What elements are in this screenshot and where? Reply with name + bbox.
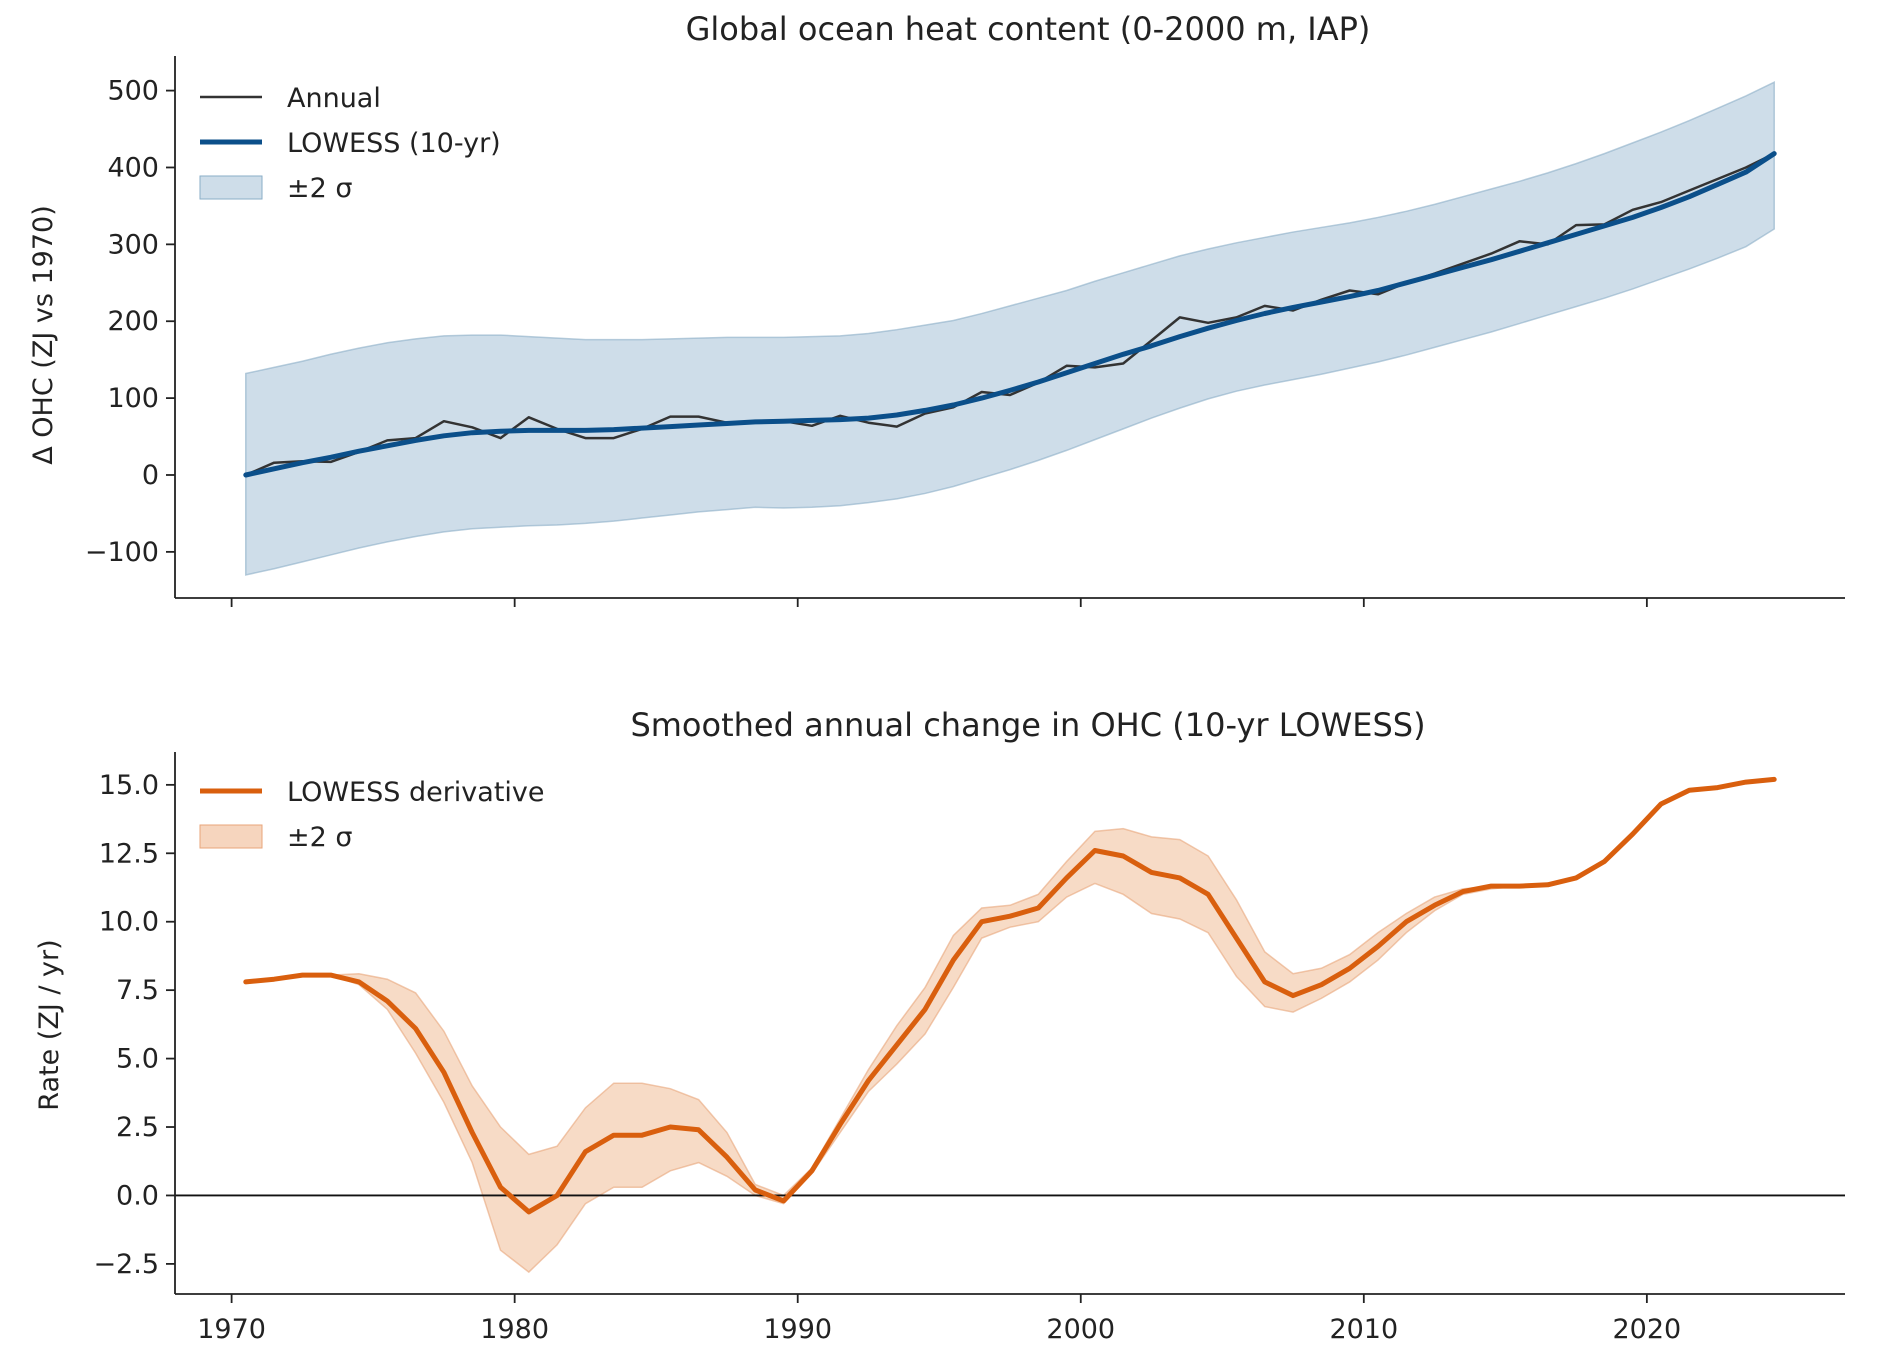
- legend-swatch-band: [199, 175, 263, 200]
- rate-x-tick-label: 2010: [1329, 1314, 1398, 1345]
- rate-ticks: −2.5 0.0 2.5 5.0 7.5 10.0 12.5 15.0 1970 1980 1990…: [93, 770, 1681, 1345]
- ohc-uncertainty-band: [245, 80, 1775, 576]
- ohc-y-axis-label: Δ OHC (ZJ vs 1970): [28, 205, 59, 465]
- rate-y-tick-label: 7.5: [116, 975, 159, 1006]
- ohc-y-tick-label: 200: [107, 306, 159, 337]
- derivative-series-line: [243, 776, 1777, 1215]
- rate-y-tick-label: 15.0: [99, 770, 159, 801]
- rate-x-tick-label: 2000: [1046, 1314, 1115, 1345]
- rate-y-tick-label: 0.0: [116, 1180, 159, 1211]
- rate-x-tick-label: 1970: [197, 1314, 266, 1345]
- ohc-lines: [243, 151, 1777, 478]
- ohc-y-tick-label: 100: [107, 383, 159, 414]
- rate-panel-title: Smoothed annual change in OHC (10-yr LOW…: [630, 706, 1425, 744]
- rate-lines: [243, 776, 1777, 1215]
- ohc-y-tick-label: 400: [107, 152, 159, 183]
- rate-uncertainty-band: [245, 778, 1775, 1274]
- rate-x-tick-label: 1990: [763, 1314, 832, 1345]
- legend-label-annual: Annual: [287, 83, 381, 114]
- rate-legend: LOWESS derivative ±2 σ: [199, 777, 545, 853]
- rate-y-tick-label: 5.0: [116, 1044, 159, 1075]
- ohc-bands: [245, 80, 1775, 576]
- rate-y-tick-label: 2.5: [116, 1112, 159, 1143]
- rate-y-tick-label: −2.5: [93, 1249, 159, 1280]
- legend-label-rate-band: ±2 σ: [287, 822, 353, 853]
- ohc-legend: Annual LOWESS (10-yr) ±2 σ: [199, 83, 501, 204]
- ohc-panel-title: Global ocean heat content (0-2000 m, IAP…: [686, 10, 1371, 48]
- legend-label-band: ±2 σ: [287, 173, 353, 204]
- rate-y-tick-label: 12.5: [99, 838, 159, 869]
- legend-label-lowess: LOWESS (10-yr): [287, 128, 501, 159]
- rate-panel: −2.5 0.0 2.5 5.0 7.5 10.0 12.5 15.0 1970 1980 1990…: [34, 706, 1845, 1345]
- ohc-axes: [174, 56, 1845, 599]
- ohc-ticks: −100 0 100 200 300 400 500: [85, 76, 1648, 607]
- legend-label-derivative: LOWESS derivative: [287, 777, 545, 808]
- ohc-panel: −100 0 100 200 300 400 500 Global ocean heat c…: [28, 10, 1845, 607]
- rate-x-tick-label: 1980: [480, 1314, 549, 1345]
- lowess-series-line: [243, 151, 1777, 478]
- ohc-y-tick-label: −100: [85, 537, 159, 568]
- ohc-y-tick-label: 300: [107, 229, 159, 260]
- rate-y-axis-label: Rate (ZJ / yr): [34, 939, 65, 1110]
- rate-x-tick-label: 2020: [1613, 1314, 1682, 1345]
- rate-bands: [245, 778, 1775, 1274]
- rate-axes: [174, 752, 1845, 1295]
- ohc-y-tick-label: 500: [107, 76, 159, 107]
- rate-y-tick-label: 10.0: [99, 907, 159, 938]
- annual-series-line: [244, 152, 1776, 477]
- legend-swatch-rate-band: [199, 824, 263, 849]
- ohc-y-tick-label: 0: [142, 460, 159, 491]
